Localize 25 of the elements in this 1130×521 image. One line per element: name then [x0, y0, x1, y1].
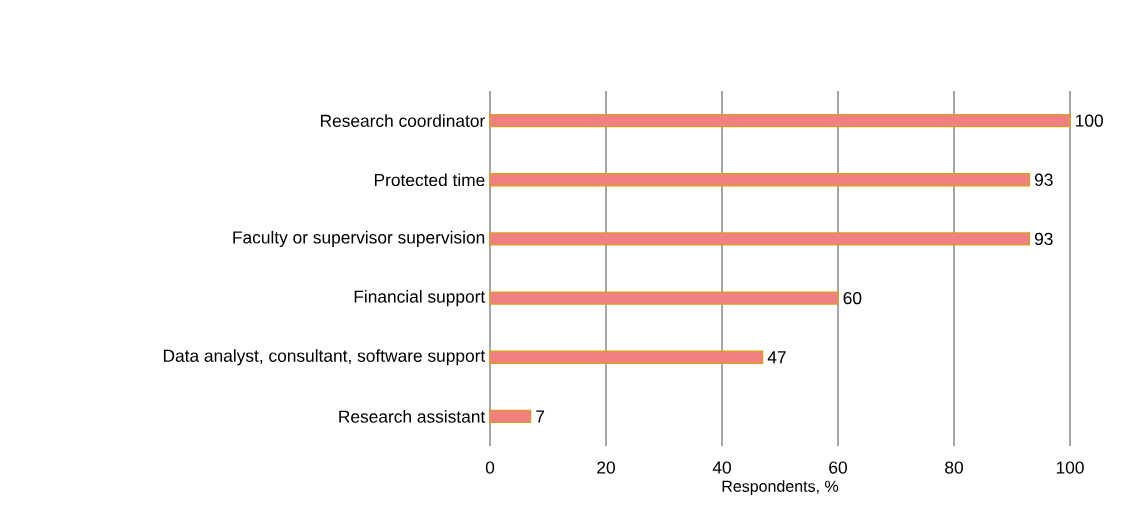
x-tick-label: 80 — [945, 461, 963, 474]
y-tick-label: Research assistant — [339, 410, 486, 423]
y-tick-label: Protected time — [374, 173, 485, 187]
data-label: 60 — [843, 291, 862, 305]
bar — [489, 173, 1031, 187]
bar — [489, 113, 1071, 128]
x-tick-label: 60 — [829, 461, 847, 474]
bar — [489, 232, 1031, 246]
x-tick-label: 0 — [485, 461, 495, 474]
x-tick-label: 20 — [597, 461, 615, 474]
y-tick-label: Data analyst, consultant, software support — [163, 349, 486, 366]
x-axis-title: Respondents, % — [722, 480, 839, 496]
y-tick-label: Financial support — [354, 290, 486, 307]
data-label: 93 — [1034, 173, 1053, 186]
bar — [489, 350, 764, 364]
y-tick-label: Research coordinator — [321, 114, 485, 127]
y-tick-label: Faculty or supervisor supervision — [233, 230, 485, 247]
bar — [489, 291, 839, 305]
x-tick-label: 100 — [1056, 461, 1084, 474]
data-label: 7 — [536, 410, 545, 423]
data-label: 93 — [1034, 232, 1053, 246]
x-tick-label: 40 — [712, 461, 731, 474]
bar — [489, 409, 532, 424]
data-label: 47 — [767, 351, 786, 364]
data-label: 100 — [1076, 114, 1103, 127]
